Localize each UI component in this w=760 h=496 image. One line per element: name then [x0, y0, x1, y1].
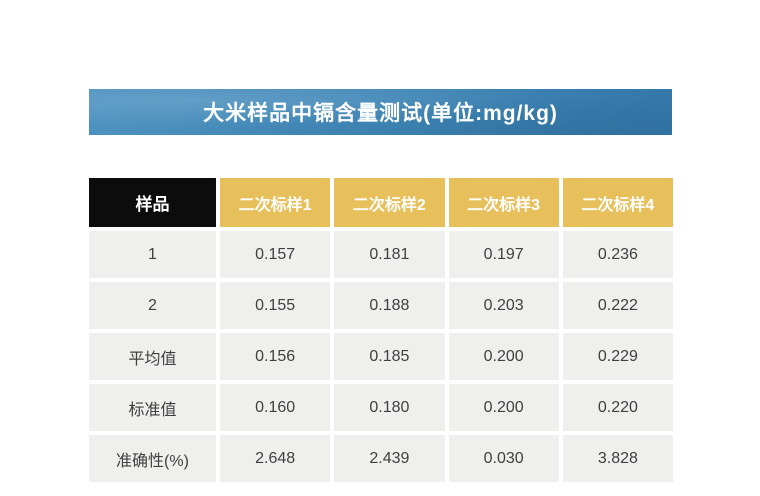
table-cell: 0.236: [562, 231, 673, 278]
table-cell: 0.203: [448, 282, 559, 329]
column-header: 二次标样1: [220, 178, 331, 227]
table-cell: 0.222: [562, 282, 673, 329]
table-cell: 0.188: [334, 282, 445, 329]
row-label: 1: [89, 231, 216, 278]
column-header-sample: 样品: [89, 178, 216, 227]
table-cell: 0.160: [220, 384, 331, 431]
table-cell: 0.197: [448, 231, 559, 278]
table-cell: 2.439: [334, 435, 445, 482]
column-header: 二次标样3: [448, 178, 559, 227]
row-label: 平均值: [89, 333, 216, 380]
table-cell: 0.200: [448, 384, 559, 431]
row-label: 准确性(%): [89, 435, 216, 482]
column-header: 二次标样2: [334, 178, 445, 227]
table-cell: 0.155: [220, 282, 331, 329]
page-title: 大米样品中镉含量测试(单位:mg/kg): [203, 102, 558, 125]
table-cell: 3.828: [562, 435, 673, 482]
table-cell: 0.220: [562, 384, 673, 431]
table-cell: 0.181: [334, 231, 445, 278]
row-label: 2: [89, 282, 216, 329]
table-cell: 0.157: [220, 231, 331, 278]
table-cell: 0.185: [334, 333, 445, 380]
table-cell: 0.180: [334, 384, 445, 431]
data-table: 样品 二次标样1 二次标样2 二次标样3 二次标样4 1 0.157 0.181 0.197 0.…: [89, 178, 673, 482]
title-banner: 大米样品中镉含量测试(单位:mg/kg): [89, 89, 672, 135]
table-cell: 2.648: [220, 435, 331, 482]
table-cell: 0.156: [220, 333, 331, 380]
table-cell: 0.229: [562, 333, 673, 380]
row-label: 标准值: [89, 384, 216, 431]
column-header: 二次标样4: [562, 178, 673, 227]
table-cell: 0.200: [448, 333, 559, 380]
table-cell: 0.030: [448, 435, 559, 482]
